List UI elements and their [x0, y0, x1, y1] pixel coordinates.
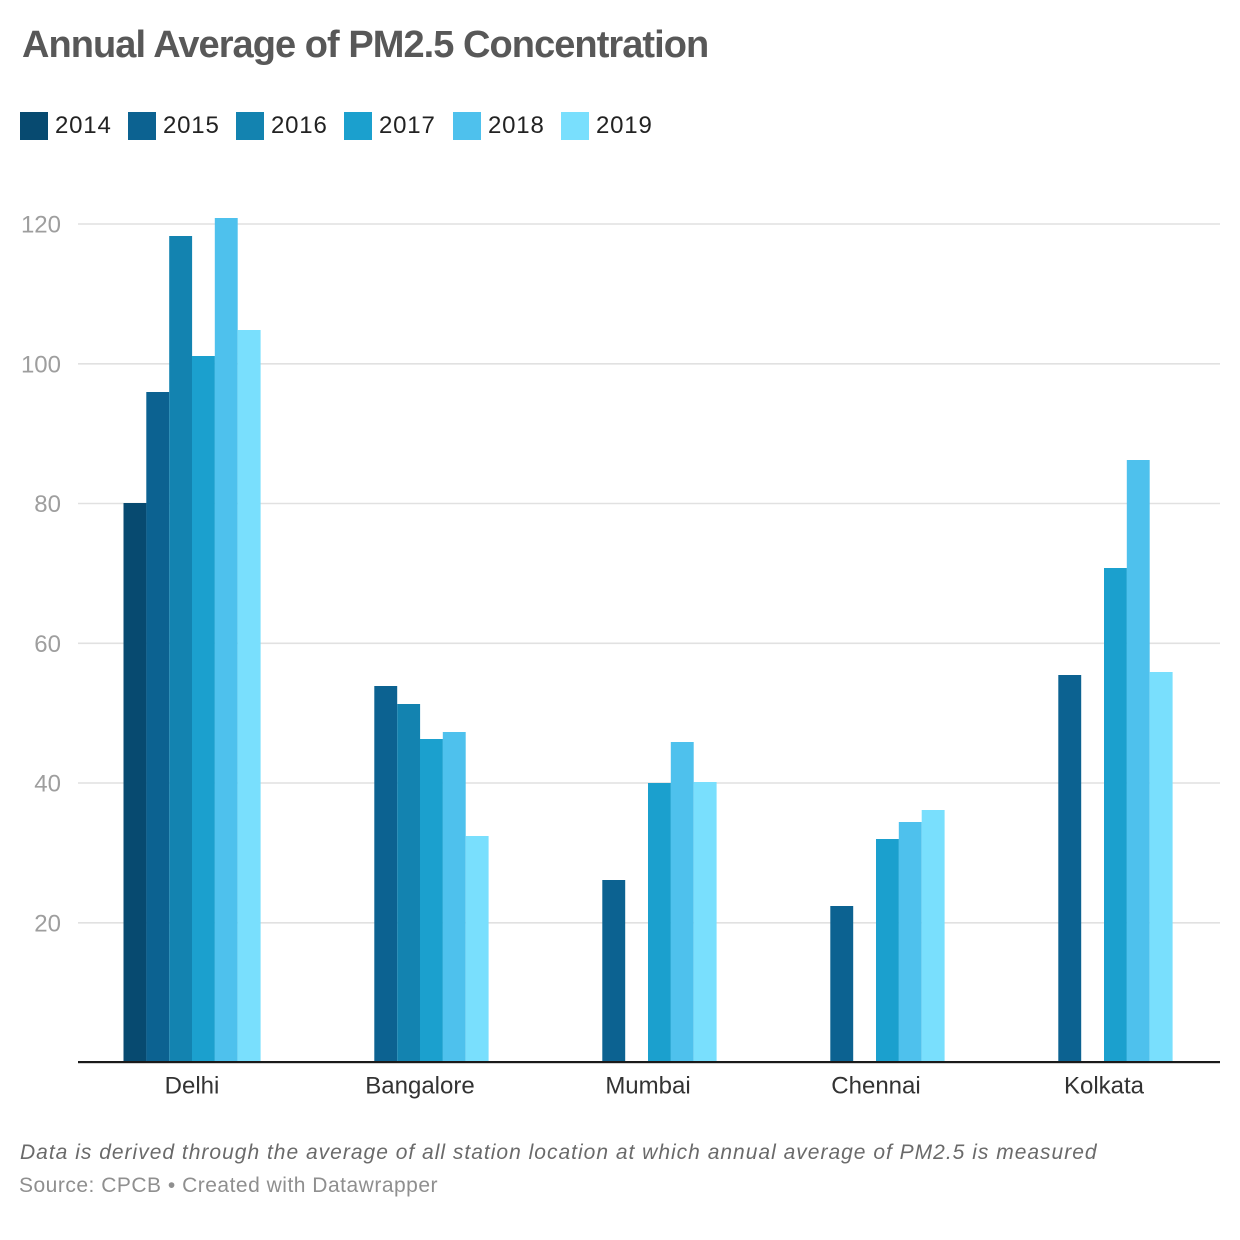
svg-text:40: 40	[34, 771, 61, 798]
svg-text:Kolkata: Kolkata	[1064, 1073, 1145, 1100]
svg-text:Delhi: Delhi	[165, 1073, 220, 1100]
svg-text:80: 80	[34, 491, 61, 518]
svg-text:Mumbai: Mumbai	[605, 1073, 690, 1100]
svg-text:120: 120	[21, 212, 61, 239]
svg-text:Bangalore: Bangalore	[365, 1073, 474, 1100]
svg-text:100: 100	[21, 351, 61, 378]
svg-text:Chennai: Chennai	[831, 1073, 920, 1100]
svg-text:60: 60	[34, 631, 61, 658]
svg-text:20: 20	[34, 910, 61, 937]
